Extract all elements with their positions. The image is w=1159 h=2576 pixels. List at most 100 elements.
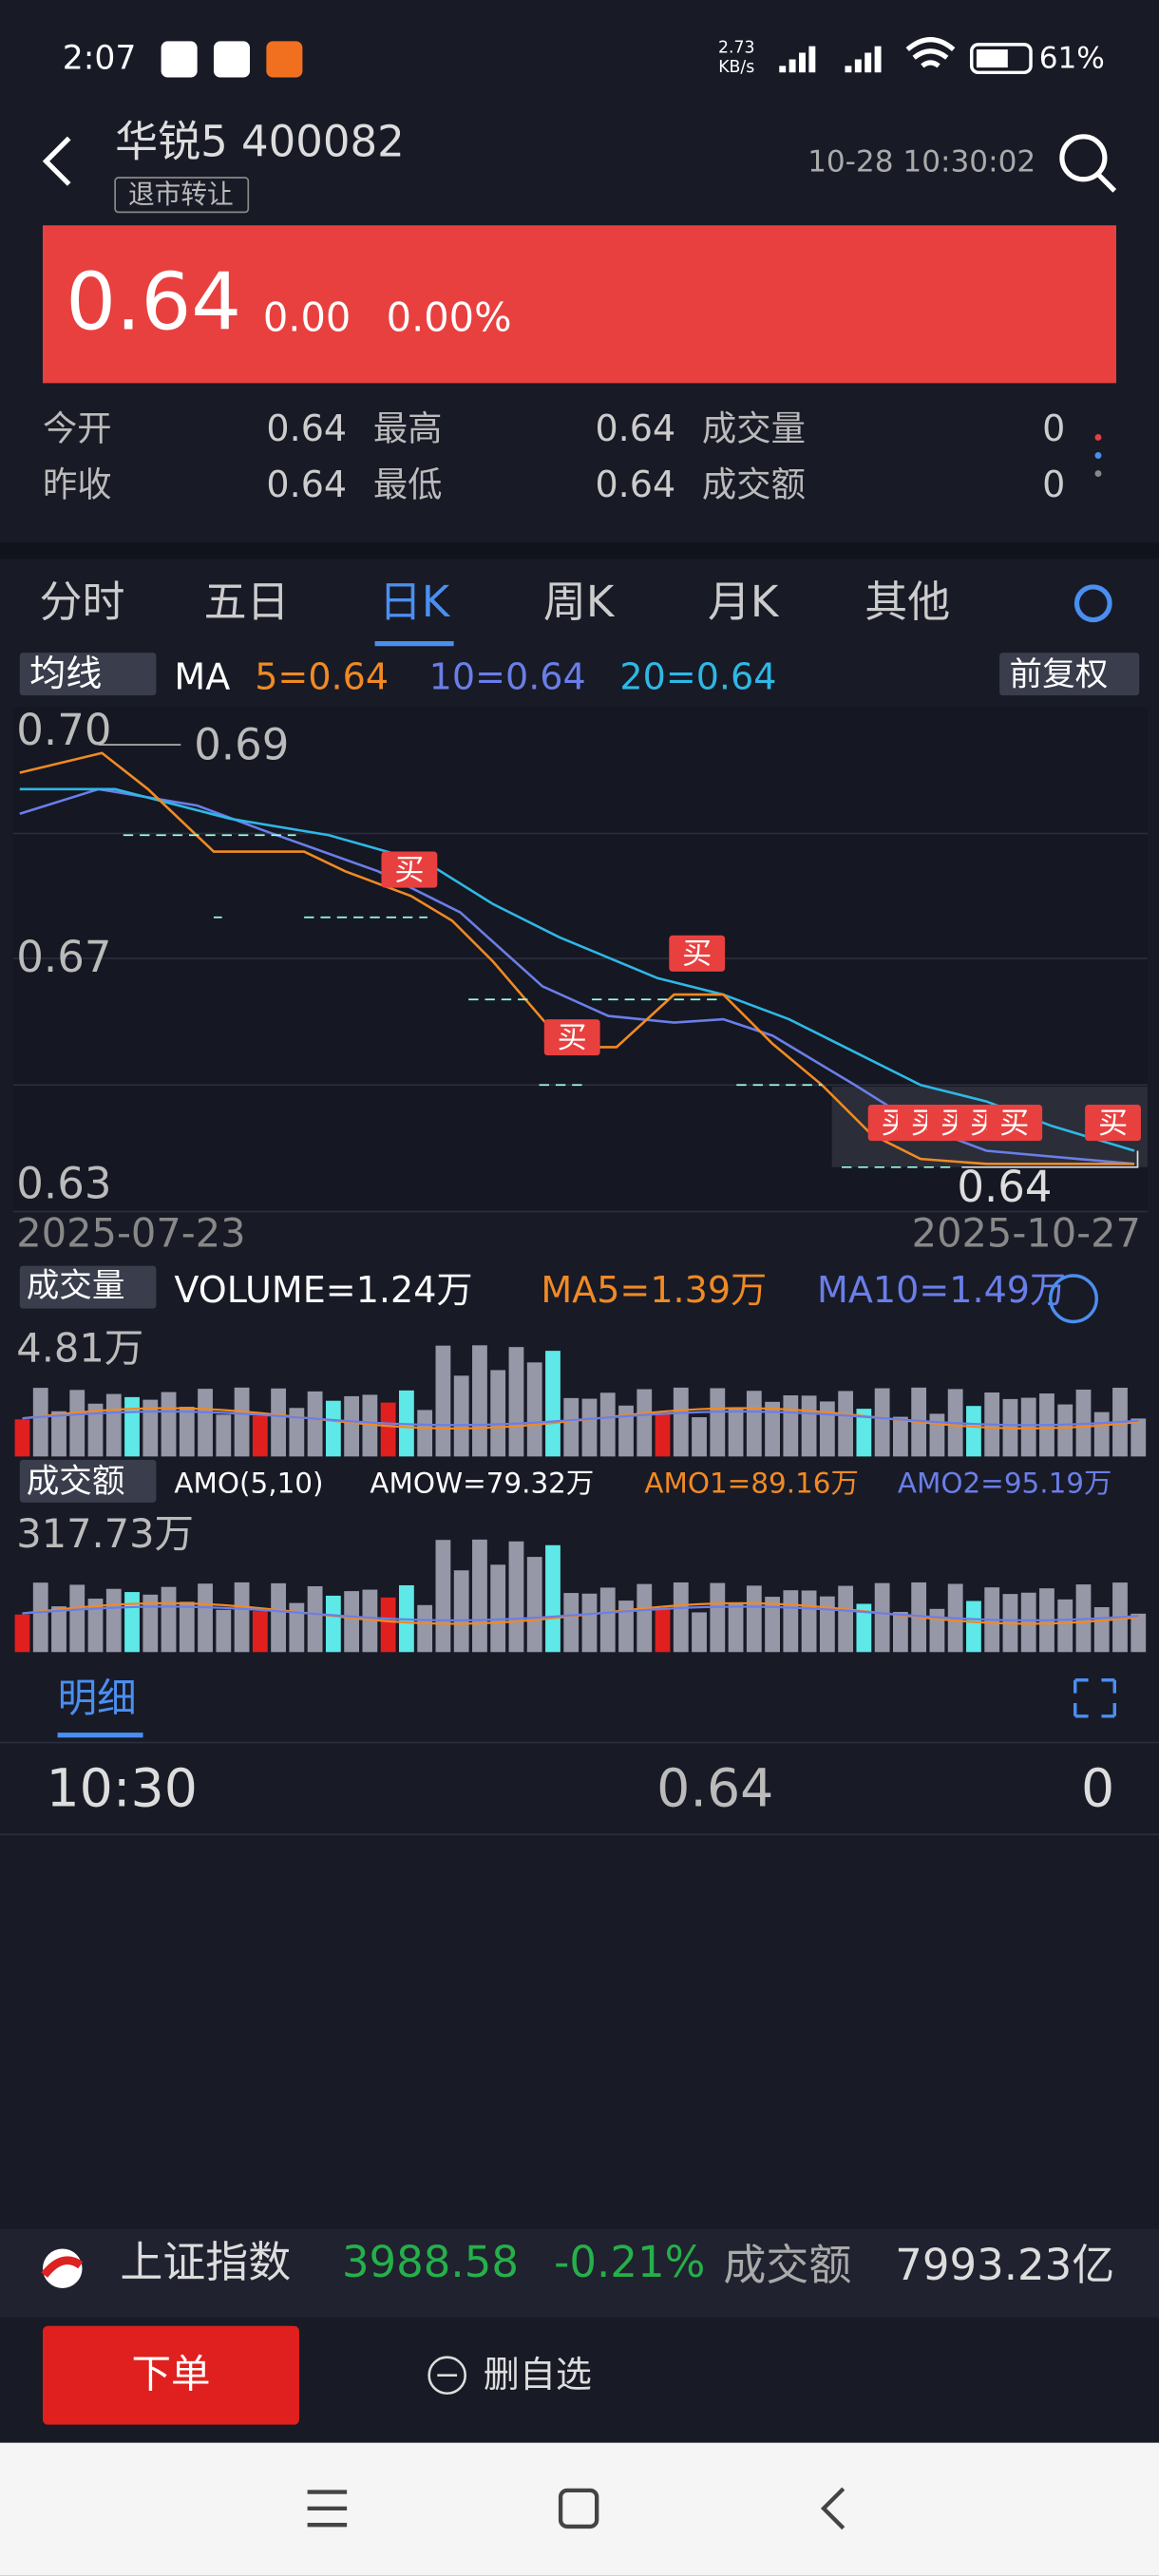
search-button[interactable] (1059, 134, 1108, 182)
bar (289, 1408, 305, 1457)
tab-underline (374, 641, 454, 647)
bar (599, 1392, 616, 1457)
bar (1057, 1599, 1074, 1653)
stock-tag: 退市转让 (128, 179, 234, 210)
bar (14, 1614, 30, 1653)
y-label: 0.70 (16, 705, 111, 755)
remove-icon[interactable] (428, 2356, 467, 2396)
tab[interactable]: 分时 (40, 577, 125, 627)
nav-bar (0, 2442, 1159, 2576)
tab[interactable]: 月K (708, 577, 780, 627)
amount-button[interactable] (19, 1459, 157, 1503)
index-logo-mark (41, 2256, 84, 2278)
bar (252, 1611, 268, 1653)
adjust-button[interactable] (999, 653, 1140, 696)
index-name: 上证指数 (120, 2237, 291, 2287)
bar (87, 1599, 104, 1653)
tabs: 分时 五日 日K 周K 月K 其他 (40, 577, 951, 627)
separator (0, 542, 1159, 559)
bar (161, 1586, 177, 1653)
bar (380, 1402, 396, 1457)
bar (216, 1414, 232, 1457)
high-label: 0.69 (194, 720, 289, 770)
order-button[interactable] (42, 2325, 299, 2425)
tab[interactable]: 日K (379, 577, 451, 627)
bar (234, 1387, 250, 1457)
avg-line (22, 1605, 1139, 1622)
nav-menu[interactable] (307, 2490, 348, 2528)
bar (417, 1410, 433, 1457)
order-label: 下单 (131, 2350, 210, 2396)
bar (581, 1398, 598, 1457)
tab[interactable]: 其他 (864, 577, 950, 627)
buy-marker (669, 935, 726, 972)
back-button[interactable] (42, 136, 71, 186)
bar (856, 1409, 872, 1457)
bar (271, 1582, 286, 1653)
adjust: 前复权 (1010, 655, 1109, 693)
bar (563, 1397, 580, 1457)
ma-label: MA (174, 655, 230, 697)
end-date: 2025-10-27 (912, 1209, 1141, 1256)
expand-button[interactable] (1049, 1274, 1098, 1324)
settings-button[interactable] (1074, 584, 1112, 623)
dot (1094, 470, 1102, 477)
detail-volume: 0 (1081, 1759, 1114, 1820)
bar (892, 1612, 908, 1653)
detail-price: 0.64 (656, 1759, 773, 1820)
search-handle (1096, 172, 1117, 193)
bar (252, 1415, 268, 1457)
bar (838, 1585, 854, 1653)
bar (105, 1393, 122, 1457)
bar (325, 1595, 341, 1653)
bar (966, 1601, 981, 1653)
bar (362, 1589, 378, 1653)
bar (526, 1362, 542, 1457)
buy-markers: 买买买买买买买买买 (381, 851, 1141, 1142)
nav-home[interactable] (558, 2488, 599, 2529)
tab[interactable]: 五日 (204, 577, 290, 627)
bar (655, 1412, 671, 1457)
percent: 0.00% (387, 294, 512, 341)
bar (1093, 1411, 1110, 1457)
bar (179, 1601, 195, 1653)
bar (490, 1370, 506, 1457)
bar (801, 1395, 817, 1457)
buy-marker (986, 1105, 1043, 1142)
bar (472, 1345, 487, 1457)
tab[interactable]: 周K (543, 577, 616, 627)
stat-value: 0.64 (595, 407, 675, 449)
bar (819, 1401, 835, 1457)
wifi-icon (905, 37, 956, 68)
bar (216, 1609, 232, 1653)
y-label: 0.63 (16, 1159, 111, 1209)
amount-setting: AMO(5,10) (174, 1467, 323, 1499)
bar (728, 1603, 744, 1653)
low-label: 0.64 (957, 1162, 1052, 1212)
index-change: -0.21% (554, 2237, 705, 2287)
bar (325, 1400, 341, 1457)
start-date: 2025-07-23 (16, 1209, 245, 1256)
volume-max: 4.81万 (16, 1325, 143, 1372)
bar (765, 1597, 780, 1653)
indicator-button[interactable] (19, 653, 157, 696)
bar (966, 1406, 981, 1457)
bar (838, 1391, 854, 1457)
nav-back[interactable] (820, 2487, 846, 2530)
indicator: 均线 (29, 653, 102, 694)
fullscreen-button[interactable] (1074, 1677, 1117, 1718)
volume-button[interactable] (19, 1265, 157, 1309)
bar (710, 1582, 726, 1653)
bar (344, 1395, 360, 1457)
avg-line (22, 1410, 1139, 1427)
detail-tab[interactable]: 明细 (58, 1675, 137, 1721)
bar (344, 1591, 360, 1653)
stat-label: 今开 (43, 408, 112, 449)
remove-label[interactable]: 删自选 (484, 2354, 592, 2396)
status-time: 2:07 (63, 39, 137, 77)
battery-icon (969, 43, 1033, 75)
bar (1130, 1613, 1147, 1653)
bar (545, 1351, 560, 1457)
ma20-line (19, 787, 1135, 1152)
